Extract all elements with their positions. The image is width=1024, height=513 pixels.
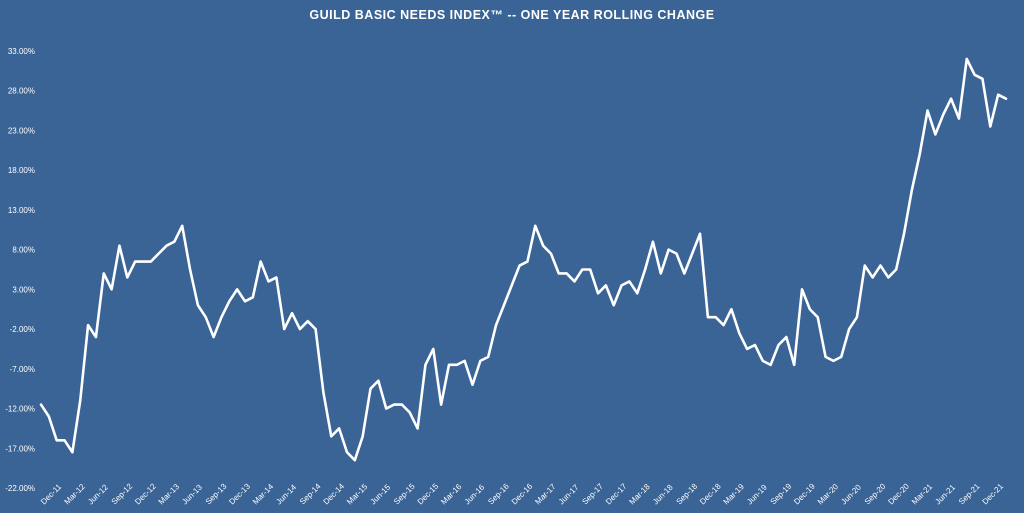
y-tick-label: -22.00% xyxy=(5,484,35,493)
x-tick-label: Mar-18 xyxy=(627,482,652,507)
x-tick-label: Mar-16 xyxy=(439,482,464,507)
x-tick-label: Jun-19 xyxy=(745,482,769,506)
x-tick-label: Dec-11 xyxy=(39,482,64,507)
x-tick-label: Jun-20 xyxy=(839,482,863,506)
x-tick-label: Sep-14 xyxy=(298,481,323,506)
x-tick-label: Jun-15 xyxy=(369,482,393,506)
x-tick-label: Dec-16 xyxy=(510,481,535,506)
y-tick-label: -2.00% xyxy=(10,325,35,334)
x-tick-label: Mar-14 xyxy=(251,482,276,507)
y-tick-label: -7.00% xyxy=(10,365,35,374)
x-tick-label: Jun-12 xyxy=(86,482,110,506)
y-tick-label: 28.00% xyxy=(8,87,35,96)
x-tick-label: Dec-18 xyxy=(698,481,723,506)
x-tick-label: Mar-15 xyxy=(345,482,370,507)
x-tick-label: Dec-21 xyxy=(981,481,1006,506)
x-tick-label: Dec-17 xyxy=(604,481,629,506)
series-line xyxy=(39,57,1008,462)
x-tick-label: Mar-20 xyxy=(816,482,841,507)
x-tick-label: Sep-12 xyxy=(110,481,135,506)
x-tick-label: Jun-14 xyxy=(274,482,298,506)
y-tick-label: -12.00% xyxy=(5,405,35,414)
x-tick-label: Mar-21 xyxy=(910,482,935,507)
x-tick-label: Sep-19 xyxy=(769,481,794,506)
x-tick-label: Sep-13 xyxy=(204,481,229,506)
x-tick-label: Sep-20 xyxy=(863,481,888,506)
y-tick-label: 23.00% xyxy=(8,126,35,135)
x-tick-label: Dec-15 xyxy=(416,481,441,506)
x-tick-label: Sep-17 xyxy=(580,481,605,506)
x-tick-label: Mar-13 xyxy=(157,482,182,507)
x-tick-label: Sep-16 xyxy=(486,481,511,506)
y-tick-label: 18.00% xyxy=(8,166,35,175)
y-tick-label: 13.00% xyxy=(8,206,35,215)
x-tick-label: Dec-14 xyxy=(321,481,346,506)
x-tick-label: Sep-18 xyxy=(675,481,700,506)
x-tick-label: Dec-13 xyxy=(227,481,252,506)
y-tick-label: 8.00% xyxy=(12,246,35,255)
y-tick-label: 3.00% xyxy=(12,285,35,294)
x-tick-label: Jun-17 xyxy=(557,482,581,506)
x-tick-label: Jun-18 xyxy=(651,482,675,506)
x-tick-label: Dec-20 xyxy=(886,481,911,506)
x-tick-label: Jun-13 xyxy=(180,482,204,506)
chart-title: GUILD BASIC NEEDS INDEX™ -- ONE YEAR ROL… xyxy=(309,8,715,22)
x-tick-label: Jun-21 xyxy=(933,482,957,506)
x-tick-label: Dec-12 xyxy=(133,481,158,506)
x-tick-label: Mar-17 xyxy=(533,482,558,507)
y-tick-label: 33.00% xyxy=(8,47,35,56)
x-tick-label: Dec-19 xyxy=(792,481,817,506)
x-tick-label: Jun-16 xyxy=(463,482,487,506)
y-tick-label: -17.00% xyxy=(5,444,35,453)
x-tick-label: Mar-12 xyxy=(63,482,88,507)
x-tick-label: Sep-15 xyxy=(392,481,417,506)
x-tick-label: Mar-19 xyxy=(722,482,747,507)
x-tick-label: Sep-21 xyxy=(957,481,982,506)
